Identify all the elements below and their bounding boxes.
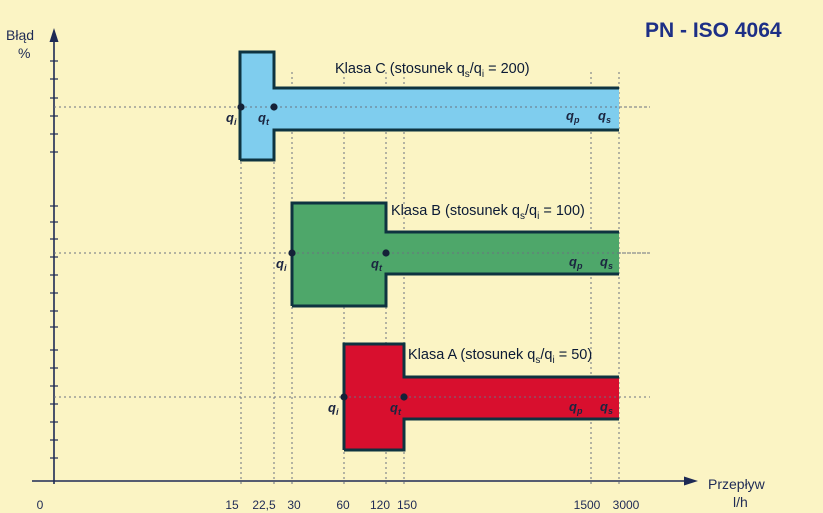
- marker-q-t: qt: [371, 256, 383, 273]
- x-tick-label: 0: [37, 498, 44, 512]
- marker-q-p: qp: [566, 108, 580, 125]
- marker-q-i: qi: [328, 400, 339, 417]
- x-tick-label: 1500: [574, 498, 601, 512]
- x-tick-label: 120: [370, 498, 390, 512]
- x-tick-label: 30: [287, 498, 301, 512]
- class-a-upper-limit: [342, 342, 619, 450]
- flow-point-dot: [288, 249, 296, 257]
- x-axis-arrow: [684, 476, 698, 486]
- class-a-area: [344, 344, 619, 450]
- flow-point-dot: [400, 393, 408, 401]
- marker-q-s: qs: [600, 254, 613, 271]
- y-axis-arrow: [49, 28, 59, 42]
- marker-q-p: qp: [569, 254, 583, 271]
- x-tick-label: 3000: [613, 498, 640, 512]
- axes: [32, 28, 698, 486]
- class-c-label: Klasa C (stosunek qs/qi = 200): [335, 61, 530, 80]
- class-c-area: [240, 52, 619, 160]
- class-b-lower-limit: [292, 272, 619, 308]
- class-a-lower-limit: [344, 417, 619, 452]
- x-tick-label: 22,5: [252, 498, 276, 512]
- y-axis-label-line2: %: [18, 45, 30, 61]
- diagram-title: PN - ISO 4064: [645, 19, 782, 42]
- class-a-band: Klasa A (stosunek qs/qi = 50) qi qt qp qs: [328, 342, 650, 452]
- class-c-lower-limit: [240, 128, 619, 162]
- flow-point-dot: [270, 103, 278, 111]
- y-axis-label-line1: Błąd: [6, 27, 34, 43]
- marker-q-i: qi: [276, 256, 287, 273]
- class-c-band: Klasa C (stosunek qs/qi = 200) qi qt qp qs: [226, 50, 650, 162]
- y-axis-ticks: [50, 60, 58, 459]
- class-b-label: Klasa B (stosunek qs/qi = 100): [391, 203, 585, 222]
- class-b-upper-limit: [290, 201, 619, 306]
- x-tick-labels: 0 15 22,5 30 60 120 150 1500 3000: [37, 498, 640, 512]
- class-a-label: Klasa A (stosunek qs/qi = 50): [408, 347, 592, 366]
- x-tick-label: 15: [225, 498, 239, 512]
- class-b-area: [292, 203, 619, 306]
- marker-q-i: qi: [226, 110, 237, 127]
- x-tick-label: 60: [336, 498, 350, 512]
- class-b-band: Klasa B (stosunek qs/qi = 100) qi qt qp qs: [276, 201, 650, 308]
- class-c-upper-limit: [238, 50, 619, 160]
- x-axis-label-line2: l/h: [733, 494, 748, 510]
- marker-q-t: qt: [258, 110, 270, 127]
- accuracy-classes: Klasa C (stosunek qs/qi = 200)qi qt qp qsKl…: [226, 50, 650, 452]
- marker-q-p: qp: [569, 399, 583, 416]
- x-axis-label-line1: Przepływ: [708, 476, 766, 492]
- flow-point-dot: [382, 249, 390, 257]
- flow-point-dot: [237, 103, 245, 111]
- marker-q-s: qs: [598, 108, 611, 125]
- flow-point-dot: [340, 393, 348, 401]
- marker-q-t: qt: [390, 400, 402, 417]
- marker-q-s: qs: [600, 399, 613, 416]
- x-tick-label: 150: [397, 498, 417, 512]
